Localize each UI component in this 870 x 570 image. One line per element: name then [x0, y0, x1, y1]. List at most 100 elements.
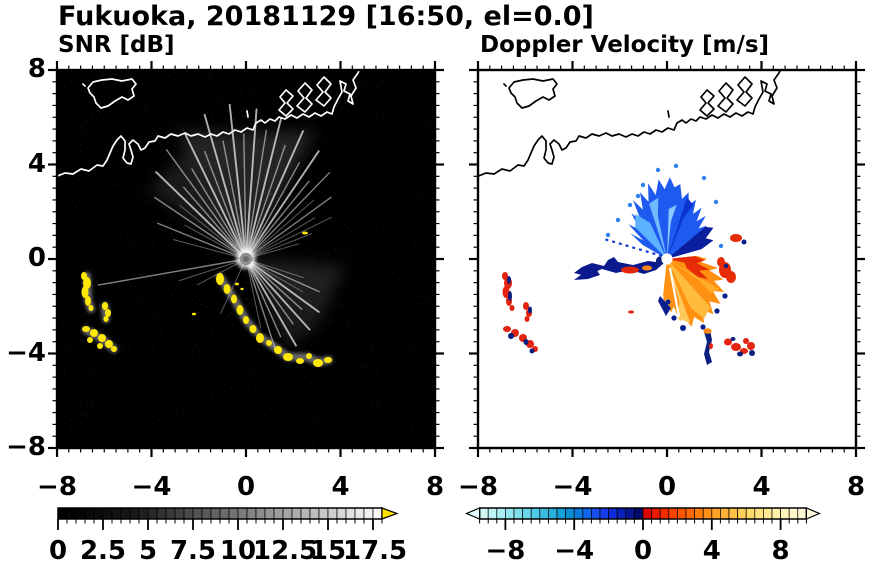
colorbar-cell — [255, 507, 266, 520]
overflow-arrow-icon — [805, 507, 821, 520]
overflow-echoes — [81, 231, 332, 367]
colorbar-cell — [165, 507, 176, 520]
negative-velocity-fan — [605, 163, 724, 259]
colorbar-cell — [780, 507, 790, 520]
doppler-colorbar-label: 8 — [771, 536, 790, 566]
colorbar-cell — [487, 507, 498, 520]
colorbar-cell — [93, 507, 104, 520]
colorbar-cell — [754, 507, 764, 520]
colorbar-cell — [237, 507, 248, 520]
figure-title: Fukuoka, 20181129 [16:50, el=0.0] — [58, 1, 594, 32]
colorbar-cell — [548, 507, 558, 520]
colorbar-cell — [120, 507, 131, 520]
colorbar-cell — [363, 507, 374, 520]
colorbar-cell — [336, 507, 347, 520]
colorbar-cell — [192, 507, 203, 520]
y-tick-label: 8 — [27, 54, 46, 84]
colorbar-cell — [642, 507, 652, 520]
colorbar-cell — [505, 507, 515, 520]
colorbar-cell — [797, 507, 807, 520]
x-tick-label: 8 — [846, 472, 866, 502]
colorbar-cell — [720, 507, 730, 520]
colorbar-cell — [479, 507, 489, 520]
snr-colorbar-label: 2.5 — [79, 536, 127, 566]
colorbar-cell — [228, 507, 239, 520]
colorbar-cell — [556, 507, 566, 520]
x-tick-label: 4 — [331, 472, 350, 502]
colorbar-cell — [309, 507, 320, 520]
colorbar-cell — [183, 507, 194, 520]
colorbar-cell — [702, 507, 713, 520]
snr-colorbar-label: 15 — [309, 536, 347, 566]
y-tick-label: −4 — [6, 337, 46, 368]
snr-colorbar-label: 5 — [138, 536, 158, 566]
colorbar-cell — [57, 507, 68, 520]
colorbar-cell — [591, 507, 601, 520]
snr-panel-plot — [48, 61, 444, 457]
y-tick-label: 0 — [27, 243, 46, 273]
colorbar-cell — [102, 507, 113, 520]
x-tick-label: −4 — [131, 472, 172, 502]
doppler-panel-plot — [469, 61, 865, 457]
doppler-colorbar-label: 4 — [702, 536, 721, 566]
colorbar-cell — [327, 507, 338, 520]
colorbar-cell — [565, 507, 575, 520]
colorbar-cell — [372, 507, 383, 520]
west-velocity-band — [574, 237, 664, 280]
colorbar-cell — [147, 507, 158, 520]
axis-ticks — [48, 61, 444, 457]
axis-ticks — [469, 61, 865, 457]
doppler-colorbar — [465, 507, 821, 530]
colorbar-cell — [582, 507, 592, 520]
colorbar-cell — [573, 507, 584, 520]
y-tick-label: 4 — [27, 148, 46, 179]
radar-center-icon — [661, 253, 673, 265]
snr-colorbar-label: 0 — [48, 536, 68, 566]
x-tick-label: 8 — [425, 472, 445, 502]
colorbar-cell — [668, 507, 678, 520]
colorbar-cell — [694, 507, 704, 520]
colorbar-cell — [539, 507, 549, 520]
doppler-colorbar-label: 0 — [633, 536, 653, 566]
colorbar-cell — [608, 507, 618, 520]
colorbar-cell — [496, 507, 506, 520]
colorbar-cell — [318, 507, 329, 520]
radar-beams — [97, 103, 332, 350]
colorbar-cell — [763, 507, 773, 520]
colorbar-cell — [129, 507, 140, 520]
colorbar-cell — [711, 507, 721, 520]
snr-colorbar-label: 17.5 — [343, 536, 408, 566]
colorbar-cell — [659, 507, 670, 520]
colorbar-cell — [745, 507, 756, 520]
overflow-arrow-icon — [381, 507, 399, 520]
colorbar-cell — [651, 507, 661, 520]
colorbar-cell — [788, 507, 799, 520]
colorbar-cell — [530, 507, 541, 520]
colorbar-cell — [354, 507, 365, 520]
x-tick-label: −8 — [458, 472, 498, 502]
colorbar-cell — [246, 507, 257, 520]
colorbar-cell — [513, 507, 523, 520]
colorbar-cell — [66, 507, 77, 520]
colorbar-cell — [219, 507, 230, 520]
x-tick-label: 0 — [236, 472, 256, 502]
colorbar-cell — [771, 507, 781, 520]
colorbar-cell — [138, 507, 149, 520]
colorbar-cell — [291, 507, 302, 520]
colorbar-cell — [300, 507, 311, 520]
colorbar-cell — [210, 507, 221, 520]
colorbar-cell — [634, 507, 644, 520]
snr-colorbar-label: 10 — [219, 536, 257, 566]
colorbar-cell — [174, 507, 185, 520]
colorbar-cell — [282, 507, 293, 520]
x-tick-label: −4 — [552, 472, 593, 502]
colorbar-cell — [677, 507, 687, 520]
x-tick-label: 0 — [657, 472, 677, 502]
colorbar-cell — [111, 507, 122, 520]
colorbar-cell — [273, 507, 284, 520]
colorbar-cell — [737, 507, 747, 520]
colorbar-cell — [685, 507, 695, 520]
x-tick-label: −8 — [37, 472, 77, 502]
doppler-colorbar-label: −4 — [554, 536, 595, 566]
y-tick-label: −8 — [6, 432, 46, 462]
